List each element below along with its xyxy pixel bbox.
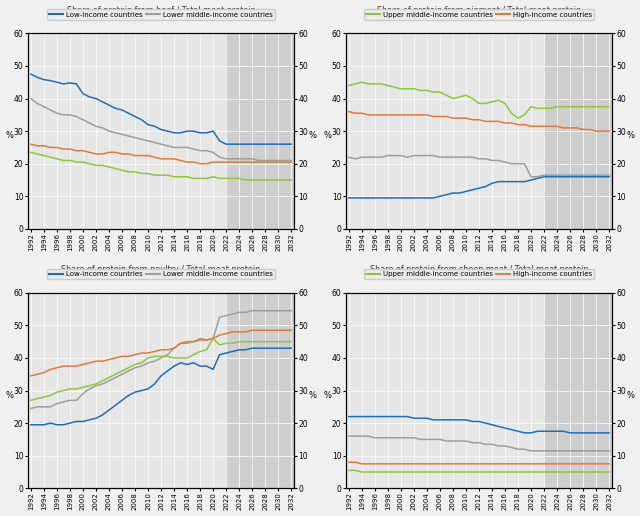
Y-axis label: %: % xyxy=(6,391,13,399)
Y-axis label: %: % xyxy=(308,391,317,399)
Title: Share of protein from sheep meat / Total meat protein: Share of protein from sheep meat / Total… xyxy=(370,265,588,274)
Title: Share of protein from poultry / Total meat protein: Share of protein from poultry / Total me… xyxy=(61,265,260,274)
Y-axis label: %: % xyxy=(627,391,634,399)
Bar xyxy=(226,34,294,229)
Legend: Upper middle-income countries, High-income countries: Upper middle-income countries, High-inco… xyxy=(364,269,594,279)
Y-axis label: %: % xyxy=(323,131,332,140)
Legend: Upper middle-income countries, High-income countries: Upper middle-income countries, High-inco… xyxy=(364,9,594,20)
Legend: Low-income countries, Lower middle-income countries: Low-income countries, Lower middle-incom… xyxy=(47,9,275,20)
Title: Share of protein from pigmeat / Total meat protein: Share of protein from pigmeat / Total me… xyxy=(377,6,581,14)
Y-axis label: %: % xyxy=(627,131,634,140)
Bar xyxy=(544,293,612,488)
Y-axis label: %: % xyxy=(308,131,317,140)
Title: Share of protein from beef / Total meat protein: Share of protein from beef / Total meat … xyxy=(67,6,255,14)
Bar xyxy=(226,293,294,488)
Legend: Low-income countries, Lower middle-income countries: Low-income countries, Lower middle-incom… xyxy=(47,269,275,279)
Y-axis label: %: % xyxy=(6,131,13,140)
Bar xyxy=(544,34,612,229)
Y-axis label: %: % xyxy=(323,391,332,399)
